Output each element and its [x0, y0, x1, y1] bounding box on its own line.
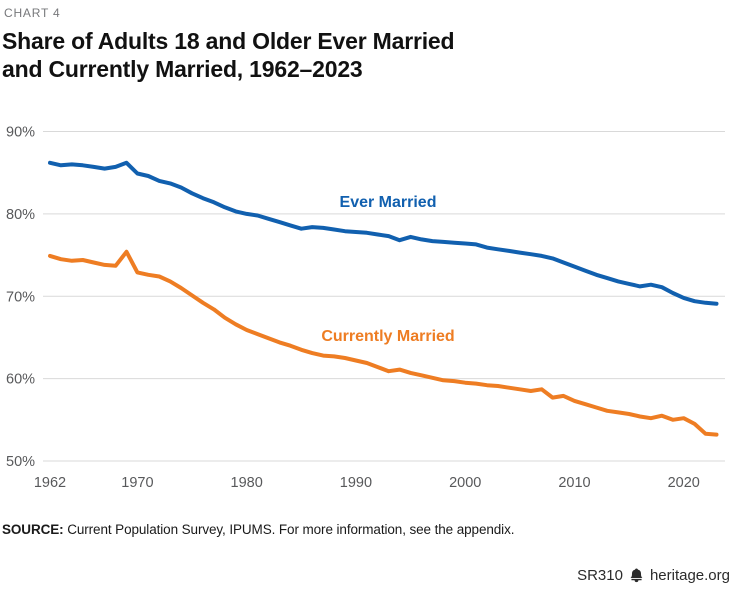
y-axis-tick-label: 60%	[6, 372, 35, 388]
x-axis-tick-label: 2010	[558, 475, 590, 491]
site-name: heritage.org	[649, 567, 730, 584]
series-label-ever-married: Ever Married	[340, 194, 437, 211]
y-axis-tick-label: 90%	[6, 125, 35, 141]
x-axis-tick-label: 1962	[34, 475, 66, 491]
y-axis-tick-label: 70%	[6, 289, 35, 305]
x-axis-tick-label: 1970	[121, 475, 153, 491]
liberty-bell-icon	[629, 568, 644, 583]
x-axis-tick-label: 2000	[449, 475, 481, 491]
y-axis-tick-label: 80%	[6, 207, 35, 223]
series-line-ever-married	[48, 160, 719, 306]
report-id: SR310	[577, 567, 623, 584]
source-label: SOURCE:	[2, 522, 64, 537]
x-axis-tick-label: 2020	[668, 475, 700, 491]
series-line-currently-married	[48, 249, 719, 437]
chart-title-line1: Share of Adults 18 and Older Ever Marrie…	[2, 28, 455, 54]
chart-title: Share of Adults 18 and Older Ever Marrie…	[2, 27, 455, 83]
source-note: SOURCE: Current Population Survey, IPUMS…	[2, 522, 514, 537]
source-text: Current Population Survey, IPUMS. For mo…	[63, 522, 515, 537]
chart-title-line2: and Currently Married, 1962–2023	[2, 56, 363, 82]
chart-number-eyebrow: CHART 4	[4, 6, 61, 20]
x-axis-tick-label: 1990	[340, 475, 372, 491]
x-axis-tick-label: 1980	[231, 475, 263, 491]
series-label-currently-married: Currently Married	[321, 328, 454, 345]
footer: SR310 heritage.org	[577, 567, 730, 584]
y-axis-tick-label: 50%	[6, 454, 35, 470]
